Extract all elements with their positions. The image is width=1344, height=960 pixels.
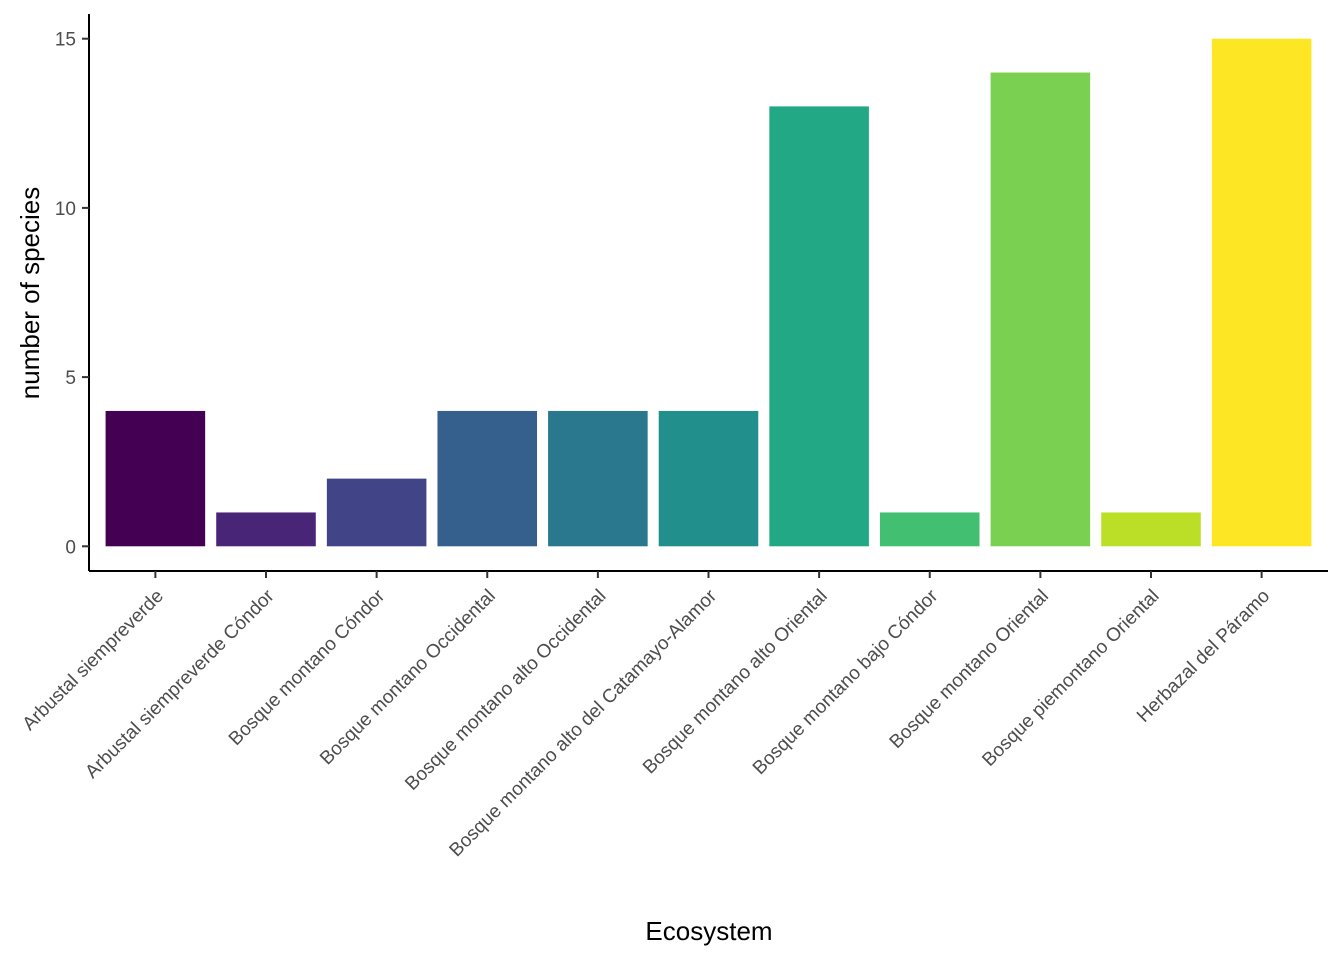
- bar-1: [105, 410, 206, 547]
- bar-3: [326, 478, 427, 547]
- bar-4: [437, 410, 538, 547]
- bar-8: [879, 512, 980, 547]
- bar-9: [990, 72, 1091, 547]
- x-tick-label: Bosque montano alto Occidental: [401, 586, 610, 795]
- y-tick-label: 10: [55, 199, 76, 220]
- y-tick-label: 15: [55, 30, 76, 51]
- bar-11: [1211, 38, 1312, 547]
- bars-group: [105, 38, 1312, 547]
- x-tick-label: Bosque piemontano Oriental: [978, 586, 1163, 771]
- bar-7: [769, 106, 869, 547]
- y-tick-label: 0: [65, 537, 76, 558]
- y-axis-title: number of species: [15, 187, 45, 399]
- bar-5: [548, 410, 648, 547]
- x-tick-label: Arbustal siempreverde Cóndor: [81, 585, 279, 783]
- bar-2: [216, 512, 316, 547]
- x-tick-label: Bosque montano Occidental: [316, 586, 500, 770]
- x-tick-label: Bosque montano bajo Cóndor: [749, 585, 943, 779]
- bar-6: [658, 410, 759, 547]
- y-axis: 0 5 10 15: [55, 14, 90, 571]
- x-tick-label: Bosque montano alto Oriental: [639, 586, 832, 779]
- y-tick-label: 5: [65, 368, 76, 389]
- x-axis-title: Ecosystem: [645, 916, 772, 946]
- bar-10: [1101, 512, 1201, 547]
